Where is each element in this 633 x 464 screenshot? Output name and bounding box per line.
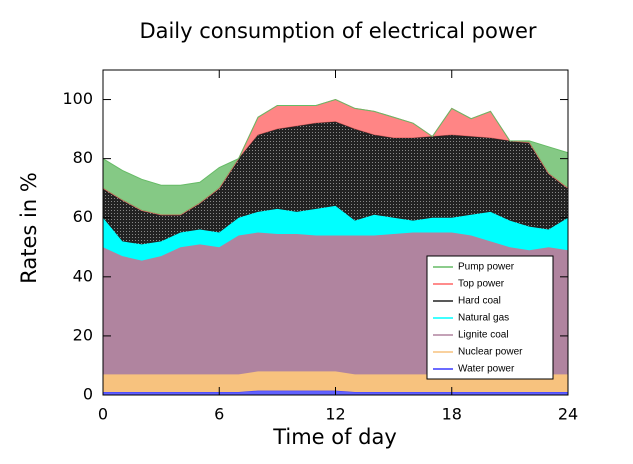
legend-label: Natural gas: [458, 313, 509, 324]
chart-title: Daily consumption of electrical power: [139, 19, 536, 43]
x-tick-label: 18: [442, 405, 462, 424]
x-tick-label: 12: [325, 405, 345, 424]
y-tick-label: 80: [73, 148, 93, 167]
x-axis-label: Time of day: [272, 425, 397, 449]
x-tick-label: 0: [98, 405, 108, 424]
legend-label: Lignite coal: [458, 330, 509, 341]
y-tick-label: 100: [62, 89, 93, 108]
area-fill: [103, 99, 568, 215]
area-fill: [103, 99, 568, 215]
y-tick-label: 40: [73, 266, 93, 285]
x-tick-label: 24: [558, 405, 578, 424]
area-edge: [102, 99, 569, 186]
y-tick-label: 0: [83, 385, 93, 404]
legend-label: Hard coal: [458, 296, 501, 307]
plot-area: 0 6 12 18 24 0 20 40 60 80 100 Pump power Top power H…: [62, 69, 578, 424]
legend-label: Pump power: [458, 262, 515, 273]
x-tick-label: 6: [214, 405, 224, 424]
y-axis-label: Rates in %: [17, 172, 41, 284]
legend-label: Water power: [458, 364, 515, 375]
area-fill: [103, 205, 568, 261]
y-tick-label: 20: [73, 325, 93, 344]
area-fill: [103, 121, 568, 245]
legend-label: Top power: [458, 279, 505, 290]
y-tick-label: 60: [73, 207, 93, 226]
legend-label: Nuclear power: [458, 347, 523, 358]
